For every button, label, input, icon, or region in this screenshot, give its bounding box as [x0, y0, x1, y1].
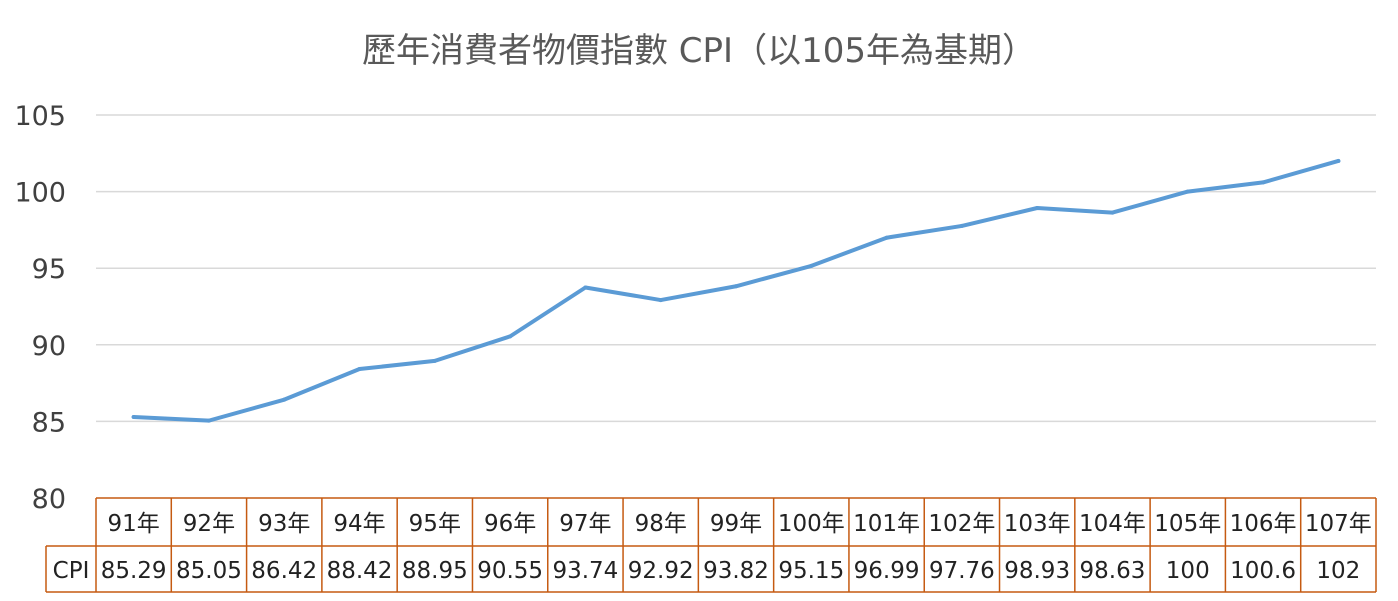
data-value-label: 93.74	[552, 558, 618, 584]
category-label: 107年	[1305, 511, 1372, 537]
data-point	[583, 285, 588, 290]
data-point	[206, 418, 211, 423]
data-value-label: 86.42	[251, 558, 317, 584]
category-label: 98年	[635, 511, 687, 537]
data-value-label: 85.29	[101, 558, 167, 584]
y-tick-label: 90	[32, 331, 66, 362]
data-point	[508, 334, 513, 339]
data-point	[1261, 180, 1266, 185]
chart-title: 歷年消費者物價指數 CPI（以105年為基期）	[362, 31, 1036, 71]
category-label: 105年	[1154, 511, 1221, 537]
y-tick-label: 100	[14, 178, 66, 209]
category-label: 99年	[710, 511, 762, 537]
y-tick-label: 80	[32, 484, 66, 515]
data-value-label: 85.05	[176, 558, 242, 584]
category-label: 94年	[333, 511, 385, 537]
data-value-label: 93.82	[703, 558, 769, 584]
data-point	[1110, 210, 1115, 215]
data-value-label: 98.93	[1004, 558, 1070, 584]
y-tick-label: 95	[32, 254, 66, 285]
data-point	[884, 235, 889, 240]
data-point	[1336, 158, 1341, 163]
data-value-label: 100	[1166, 558, 1210, 584]
category-label: 91年	[108, 511, 160, 537]
data-value-label: 100.6	[1230, 558, 1296, 584]
series-line-layer	[131, 158, 1341, 423]
data-value-label: 92.92	[628, 558, 694, 584]
category-label: 101年	[853, 511, 920, 537]
data-point	[131, 414, 136, 419]
y-tick-label: 105	[14, 101, 66, 132]
y-tick-label: 85	[32, 407, 66, 438]
category-label: 106年	[1230, 511, 1297, 537]
category-label: 102年	[928, 511, 995, 537]
data-point	[734, 284, 738, 289]
y-axis-ticks: 80 85 90 95 100 105	[14, 101, 66, 515]
category-label: 100年	[778, 511, 845, 537]
category-label: 92年	[183, 511, 235, 537]
data-value-label: 96.99	[854, 558, 920, 584]
data-value-label: 88.95	[402, 558, 468, 584]
data-point	[809, 263, 814, 268]
category-label: 97年	[559, 511, 611, 537]
data-point	[959, 223, 964, 228]
category-label: 96年	[484, 511, 536, 537]
data-point	[1035, 205, 1040, 210]
data-point	[357, 367, 362, 372]
data-point	[282, 397, 287, 402]
data-value-label: 102	[1316, 558, 1360, 584]
data-value-label: 97.76	[929, 558, 995, 584]
gridlines	[96, 114, 1376, 423]
series-line-cpi	[131, 158, 1341, 423]
data-value-label: 90.55	[477, 558, 543, 584]
data-point	[658, 298, 663, 303]
category-label: 95年	[409, 511, 461, 537]
category-label: 103年	[1004, 511, 1071, 537]
data-point	[1185, 189, 1190, 194]
data-point	[432, 358, 437, 363]
data-value-label: 95.15	[778, 558, 844, 584]
table-row-header: CPI	[53, 558, 90, 584]
data-value-label: 98.63	[1080, 558, 1146, 584]
data-value-label: 88.42	[327, 558, 393, 584]
data-table: CPI 91年 85.29 92年 85.05 93年 86.42 94年 88.42 95年 88…	[45, 497, 1377, 593]
category-label: 104年	[1079, 511, 1146, 537]
category-label: 93年	[258, 511, 310, 537]
